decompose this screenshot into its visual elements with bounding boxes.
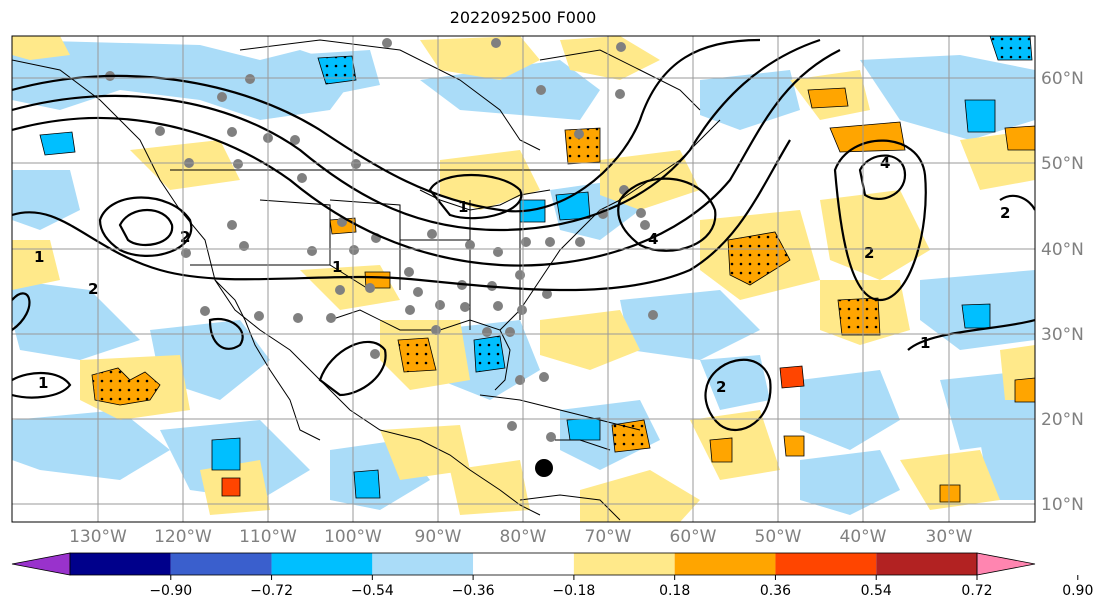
contour-label: 2 [864,244,874,262]
lat-label: 40°N [1041,240,1084,260]
colorbar-segment [473,553,574,575]
map-title: 2022092500 F000 [449,8,597,27]
contours [12,38,1035,431]
contour-label: 1 [920,334,930,352]
lon-label: 40°W [840,527,887,547]
latitude-labels: 60°N 50°N 40°N 30°N 20°N 10°N [1041,69,1084,515]
lat-label: 10°N [1041,495,1084,515]
colorbar-max-extension [976,552,1036,576]
contour-label: 4 [648,230,658,248]
colorbar-tick-label: 0.36 [760,583,791,599]
lon-label: 80°W [500,527,547,547]
lon-label: 120°W [154,527,212,547]
colorbar-min-extension [11,552,71,576]
colorbar-tick-label: 0.54 [861,583,892,599]
colorbar-segment [674,553,776,575]
contour-label: 2 [88,280,98,298]
lon-label: 100°W [324,527,382,547]
negative-anomaly-patches [12,40,1035,515]
lon-label: 60°W [670,527,717,547]
colorbar-segment [170,553,272,575]
colorbar-tick-label: −0.54 [351,583,394,599]
lon-label: 130°W [69,527,127,547]
lat-label: 20°N [1041,410,1084,430]
lon-label: 50°W [755,527,802,547]
colorbar-tick-label: −0.36 [452,583,495,599]
lon-label: 110°W [239,527,297,547]
colorbar-segment [573,553,675,575]
contour-label: 1 [458,198,468,216]
contour-label: 2 [1000,204,1010,222]
colorbar-segment [876,553,977,575]
graticule [12,36,1035,522]
colorbar-segment [372,553,474,575]
lat-label: 60°N [1041,69,1084,89]
contour-label: 2 [716,378,726,396]
colorbar-tick-label: −0.72 [250,583,293,599]
lat-label: 50°N [1041,154,1084,174]
colorbar-segment [775,553,877,575]
longitude-labels: 130°W 120°W 110°W 100°W 90°W 80°W 70°W 6… [69,527,973,547]
colorbar-tick-label: −0.18 [552,583,595,599]
colorbar-segment [70,553,171,575]
colorbar-tick-label: −0.90 [149,583,192,599]
contour-label: 1 [332,258,342,276]
colorbar-tick-label: 0.90 [1062,583,1093,599]
storm-center-marker [535,459,553,477]
lon-label: 90°W [415,527,462,547]
contour-label: 1 [38,374,48,392]
shaded-field [12,36,1035,522]
lon-label: 30°W [926,527,973,547]
colorbar-segment [271,553,373,575]
lat-label: 30°N [1041,325,1084,345]
lon-label: 70°W [585,527,632,547]
colorbar-tick-label: 0.72 [961,583,992,599]
colorbar-tick-label: 0.18 [659,583,690,599]
contour-label: 1 [34,248,44,266]
contour-label: 2 [180,228,190,246]
colorbar: −0.90 −0.72 −0.54 −0.36 −0.18 0.18 0.36 0.54 0.7… [11,552,1093,599]
